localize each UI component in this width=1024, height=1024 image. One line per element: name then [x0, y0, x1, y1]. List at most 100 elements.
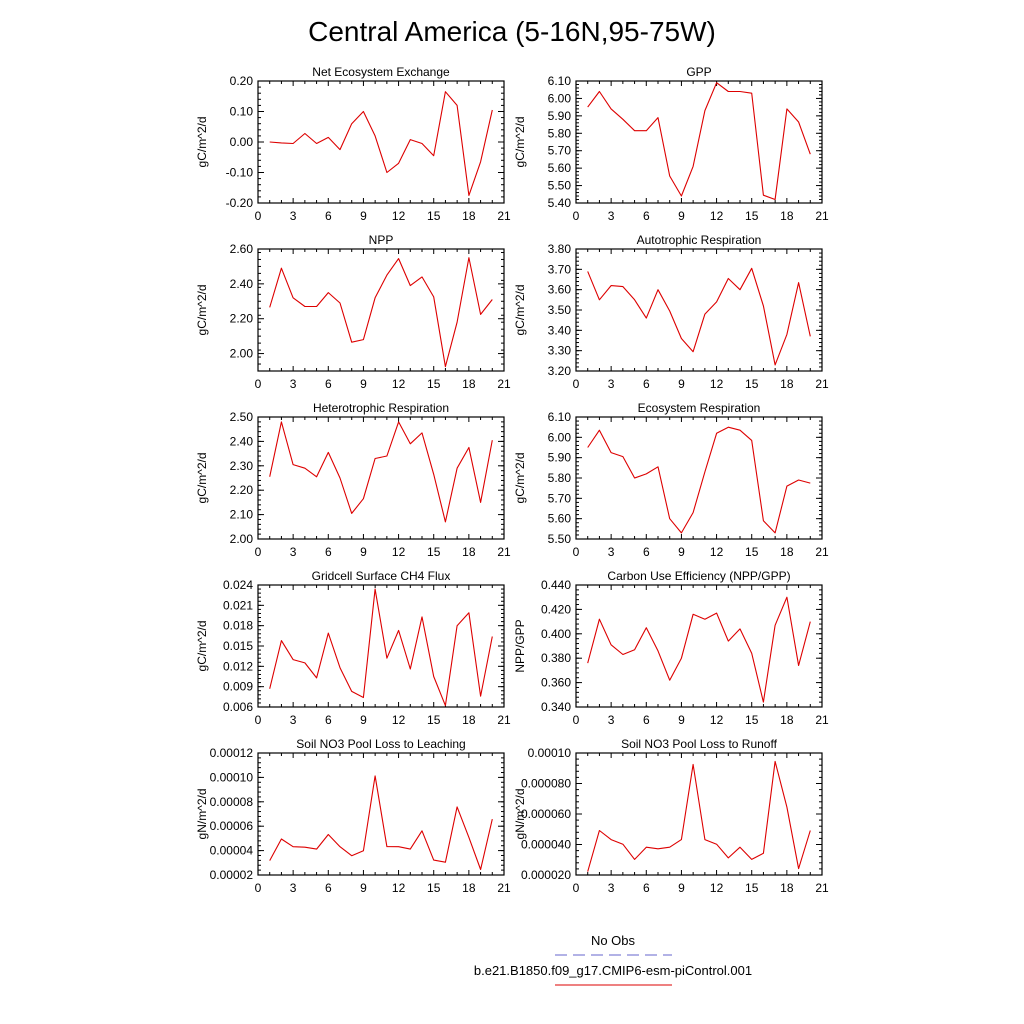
x-tick-label: 0 [573, 713, 580, 727]
chart-panel-4: Autotrophic Respiration gC/m^2/d 0 3 6 9 12 15 1… [513, 233, 829, 391]
series-line-1 [587, 596, 811, 703]
x-tick-label: 12 [710, 377, 724, 391]
x-tick-label: 9 [678, 881, 685, 895]
chart-title: Soil NO3 Pool Loss to Leaching [296, 737, 465, 751]
y-tick-label: 5.90 [548, 109, 572, 123]
y-tick-label: 5.60 [548, 161, 572, 175]
chart-panel-7: Gridcell Surface CH4 Flux gC/m^2/d 0 3 6 9 12 1… [195, 569, 511, 727]
x-tick-label: 15 [745, 713, 759, 727]
x-tick-label: 21 [815, 545, 829, 559]
y-tick-label: 6.10 [548, 410, 572, 424]
y-tick-label: 0.00008 [210, 795, 254, 809]
y-axis-label: gC/m^2/d [195, 621, 209, 672]
chart-panel-9: Soil NO3 Pool Loss to Leaching gN/m^2/d 0 3… [195, 737, 511, 895]
y-axis-label: gC/m^2/d [513, 285, 527, 336]
x-tick-label: 15 [427, 713, 441, 727]
x-tick-label: 18 [462, 881, 476, 895]
x-tick-label: 21 [815, 377, 829, 391]
chart-panel-1: Net Ecosystem Exchange gC/m^2/d 0 3 6 9 12 15 18… [195, 65, 511, 223]
plot-frame [257, 752, 505, 876]
y-tick-label: 3.50 [548, 303, 572, 317]
plot-frame [575, 584, 823, 708]
y-tick-label: 0.00 [230, 135, 254, 149]
chart-panel-8: Carbon Use Efficiency (NPP/GPP) NPP/GPP 0 3… [513, 569, 829, 727]
x-tick-label: 21 [815, 713, 829, 727]
x-tick-label: 9 [360, 881, 367, 895]
x-tick-label: 6 [325, 209, 332, 223]
x-tick-label: 18 [462, 545, 476, 559]
x-tick-label: 6 [325, 713, 332, 727]
y-axis-label: gC/m^2/d [513, 453, 527, 504]
y-tick-label: 0.024 [223, 578, 253, 592]
chart-panel-2: GPP gC/m^2/d 0 3 6 9 12 15 18 21 5.40 5.50 5.60 5.70 5… [513, 65, 829, 223]
y-tick-label: 5.80 [548, 126, 572, 140]
y-tick-label: 5.50 [548, 532, 572, 546]
series-line-1 [269, 421, 493, 523]
y-tick-label: 0.000060 [521, 807, 571, 821]
y-tick-label: 5.40 [548, 196, 572, 210]
x-tick-label: 18 [462, 377, 476, 391]
x-tick-label: 9 [678, 713, 685, 727]
y-axis-label: gC/m^2/d [195, 285, 209, 336]
x-tick-label: 12 [710, 881, 724, 895]
chart-panel-10: Soil NO3 Pool Loss to Runoff gN/m^2/d 0 3 6 9… [513, 737, 829, 895]
chart-title: Carbon Use Efficiency (NPP/GPP) [607, 569, 790, 583]
series-line-1 [269, 775, 493, 871]
y-tick-label: 0.009 [223, 680, 253, 694]
x-tick-label: 12 [392, 545, 406, 559]
y-tick-label: 0.20 [230, 74, 254, 88]
x-tick-label: 18 [462, 713, 476, 727]
plot-frame [575, 416, 823, 540]
x-tick-label: 6 [325, 881, 332, 895]
x-tick-label: 6 [643, 713, 650, 727]
chart-title: Heterotrophic Respiration [313, 401, 449, 415]
plot-frame [257, 80, 505, 204]
plot-frame [257, 584, 505, 708]
y-tick-label: 5.50 [548, 179, 572, 193]
x-tick-label: 0 [573, 209, 580, 223]
y-tick-label: 2.00 [230, 347, 254, 361]
x-tick-label: 15 [745, 545, 759, 559]
x-tick-label: 0 [255, 545, 262, 559]
x-tick-label: 21 [497, 713, 511, 727]
y-tick-label: 0.400 [541, 627, 571, 641]
x-tick-label: 3 [608, 545, 615, 559]
y-tick-label: 0.340 [541, 700, 571, 714]
y-tick-label: 2.20 [230, 483, 254, 497]
x-tick-label: 6 [643, 545, 650, 559]
y-tick-label: 0.012 [223, 659, 253, 673]
y-tick-label: 2.30 [230, 459, 254, 473]
x-tick-label: 6 [643, 209, 650, 223]
x-tick-label: 12 [392, 881, 406, 895]
series-line-1 [269, 257, 493, 368]
chart-title: Gridcell Surface CH4 Flux [312, 569, 451, 583]
x-tick-label: 15 [745, 881, 759, 895]
x-tick-label: 0 [255, 209, 262, 223]
y-tick-label: 0.420 [541, 602, 571, 616]
x-tick-label: 15 [745, 209, 759, 223]
x-tick-label: 15 [427, 209, 441, 223]
chart-title: NPP [369, 233, 394, 247]
x-tick-label: 12 [710, 545, 724, 559]
chart-panel-6: Ecosystem Respiration gC/m^2/d 0 3 6 9 12 15 18 2… [513, 401, 829, 559]
plot-frame [257, 248, 505, 372]
y-tick-label: 0.021 [223, 598, 253, 612]
x-tick-label: 6 [643, 881, 650, 895]
series-line-1 [587, 760, 811, 872]
y-tick-label: 2.40 [230, 277, 254, 291]
x-tick-label: 3 [608, 881, 615, 895]
x-tick-label: 12 [392, 713, 406, 727]
y-axis-label: gN/m^2/d [195, 789, 209, 840]
y-tick-label: 0.360 [541, 676, 571, 690]
y-axis-label: gN/m^2/d [513, 789, 527, 840]
x-tick-label: 0 [573, 881, 580, 895]
series-line-1 [269, 91, 493, 196]
x-tick-label: 3 [608, 713, 615, 727]
legend-obs-label: No Obs [591, 933, 636, 948]
y-axis-label: gC/m^2/d [195, 453, 209, 504]
y-tick-label: 0.00010 [210, 770, 254, 784]
x-tick-label: 3 [290, 209, 297, 223]
y-tick-label: 0.10 [230, 105, 254, 119]
x-tick-label: 18 [780, 377, 794, 391]
y-tick-label: 0.006 [223, 700, 253, 714]
